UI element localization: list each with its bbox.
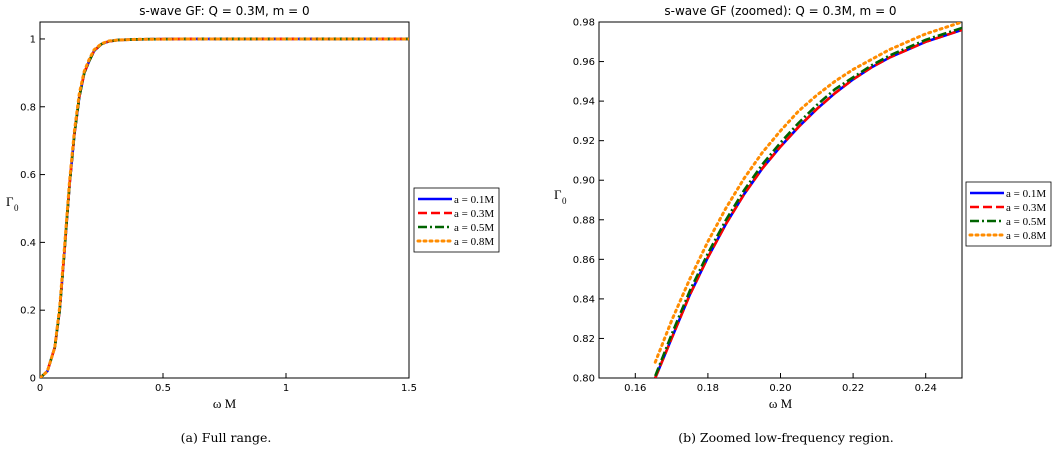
x-tick-label: 0.20	[769, 383, 791, 394]
series-line	[654, 28, 962, 378]
y-tick-label: 0.90	[573, 176, 595, 187]
series-line	[654, 26, 962, 377]
y-tick-label: 0.2	[20, 306, 36, 317]
x-tick-label: 1.5	[401, 383, 417, 394]
y-axis-label: Γ 0	[6, 194, 19, 213]
x-tick-label: 0.16	[624, 383, 646, 394]
svg-text:0: 0	[14, 203, 19, 213]
y-tick-label: 0.86	[573, 255, 595, 266]
x-axis-label: ω M	[769, 396, 793, 411]
legend-label: a = 0.1M	[454, 194, 494, 206]
y-tick-label: 0.94	[573, 97, 595, 108]
y-tick-label: 0.80	[573, 374, 595, 385]
x-axis-label: ω M	[213, 396, 237, 411]
series-line	[653, 22, 962, 364]
caption: (b) Zoomed low-frequency region.	[678, 430, 894, 445]
legend-label: a = 0.1M	[1006, 188, 1046, 200]
y-tick-label: 0.82	[573, 334, 595, 345]
legend-label: a = 0.5M	[1006, 216, 1046, 228]
x-tick-label: 1	[283, 383, 289, 394]
y-tick-label: 0.4	[20, 238, 36, 249]
y-tick-label: 0.6	[20, 170, 36, 181]
svg-text:Γ: Γ	[554, 187, 562, 202]
legend-label: a = 0.8M	[454, 236, 494, 248]
plot-frame	[39, 21, 410, 379]
legend-label: a = 0.8M	[1006, 230, 1046, 242]
y-tick-label: 0.84	[573, 294, 595, 305]
x-tick-label: 0	[37, 383, 43, 394]
y-tick-label: 0.98	[573, 18, 595, 29]
legend-label: a = 0.5M	[454, 222, 494, 234]
series-line	[40, 37, 409, 378]
legend: a = 0.1M a = 0.3M a = 0.5M a = 0.8M	[965, 181, 1052, 247]
x-tick-label: 0.22	[842, 383, 864, 394]
chart-title: s-wave GF: Q = 0.3M, m = 0	[139, 4, 309, 18]
x-tick-label: 0.24	[915, 383, 937, 394]
plot-frame	[598, 21, 963, 379]
chart-zoomed: s-wave GF (zoomed): Q = 0.3M, m = 0 0.16…	[554, 4, 1052, 445]
series-line	[654, 28, 962, 378]
legend-label: a = 0.3M	[454, 208, 494, 220]
y-tick-label: 1	[30, 34, 36, 45]
y-tick-label: 0.8	[20, 102, 36, 113]
series-line	[40, 37, 409, 378]
y-tick-label: 0.88	[573, 215, 595, 226]
svg-text:Γ: Γ	[6, 194, 14, 209]
x-tick-label: 0.18	[697, 383, 719, 394]
y-tick-label: 0.96	[573, 57, 595, 68]
chart-full-range: s-wave GF: Q = 0.3M, m = 0 0 0.5 1 1.5 0 0.2 0…	[6, 4, 500, 445]
y-axis-label: Γ 0	[554, 187, 567, 206]
y-tick-label: 0.92	[573, 136, 595, 147]
chart-title: s-wave GF (zoomed): Q = 0.3M, m = 0	[664, 4, 896, 18]
series-line	[40, 37, 409, 378]
y-tick-label: 0	[30, 374, 36, 385]
series-line	[40, 37, 409, 378]
svg-text:0: 0	[562, 196, 567, 206]
legend-label: a = 0.3M	[1006, 202, 1046, 214]
caption: (a) Full range.	[181, 430, 272, 445]
x-tick-label: 0.5	[155, 383, 171, 394]
legend: a = 0.1M a = 0.3M a = 0.5M a = 0.8M	[413, 187, 500, 253]
